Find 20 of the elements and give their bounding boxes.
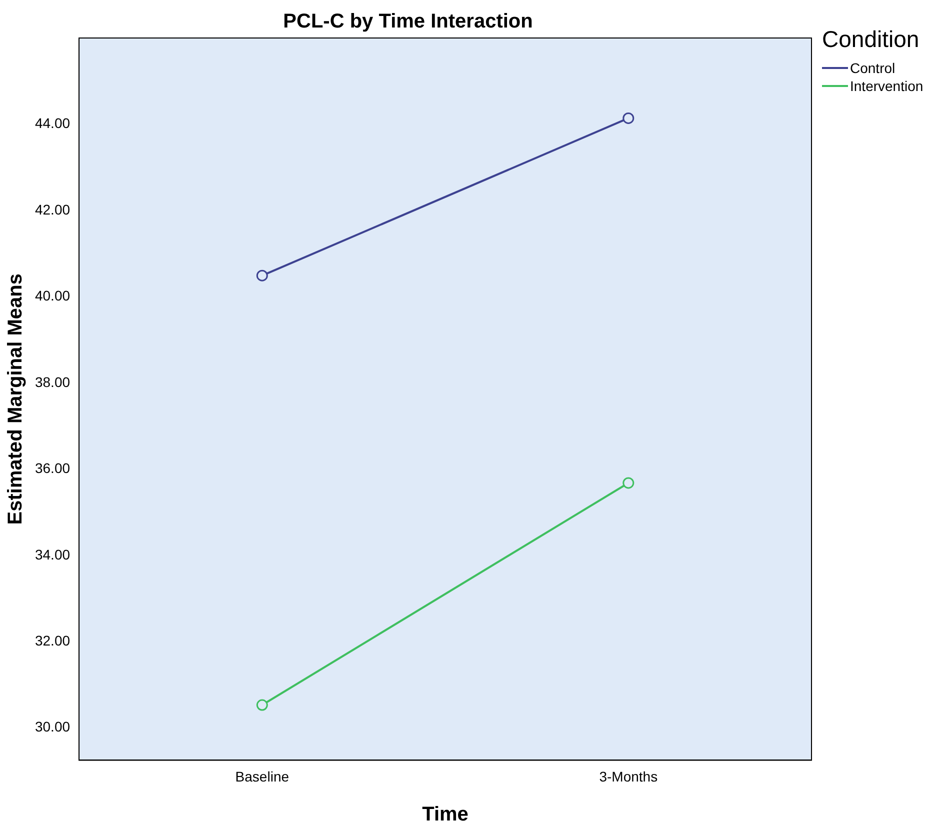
x-tick-label: 3-Months (599, 768, 658, 784)
point (256, 270, 268, 282)
y-tick-label: 44.00 (34, 115, 70, 132)
x-tick-label: Baseline (235, 768, 290, 784)
y-tick-label: 36.00 (34, 460, 70, 476)
chart-title: PCL-C by Time Interaction (283, 10, 533, 33)
point (622, 477, 634, 489)
y-tick-label: 32.00 (34, 632, 70, 648)
y-tick-label: 38.00 (34, 374, 70, 390)
x-axis-title: Time (422, 804, 468, 826)
legend-label: Intervention (850, 78, 924, 94)
y-tick-label: 30.00 (34, 718, 70, 735)
legend-label: Control (850, 60, 896, 76)
y-tick-label: 34.00 (34, 546, 70, 562)
y-tick-label: 40.00 (34, 288, 70, 304)
point (256, 699, 268, 711)
point (622, 112, 634, 124)
y-tick-label: 42.00 (34, 201, 70, 218)
legend-title: Condition (822, 26, 920, 53)
y-axis-title: Estimated Marginal Means (4, 274, 27, 525)
